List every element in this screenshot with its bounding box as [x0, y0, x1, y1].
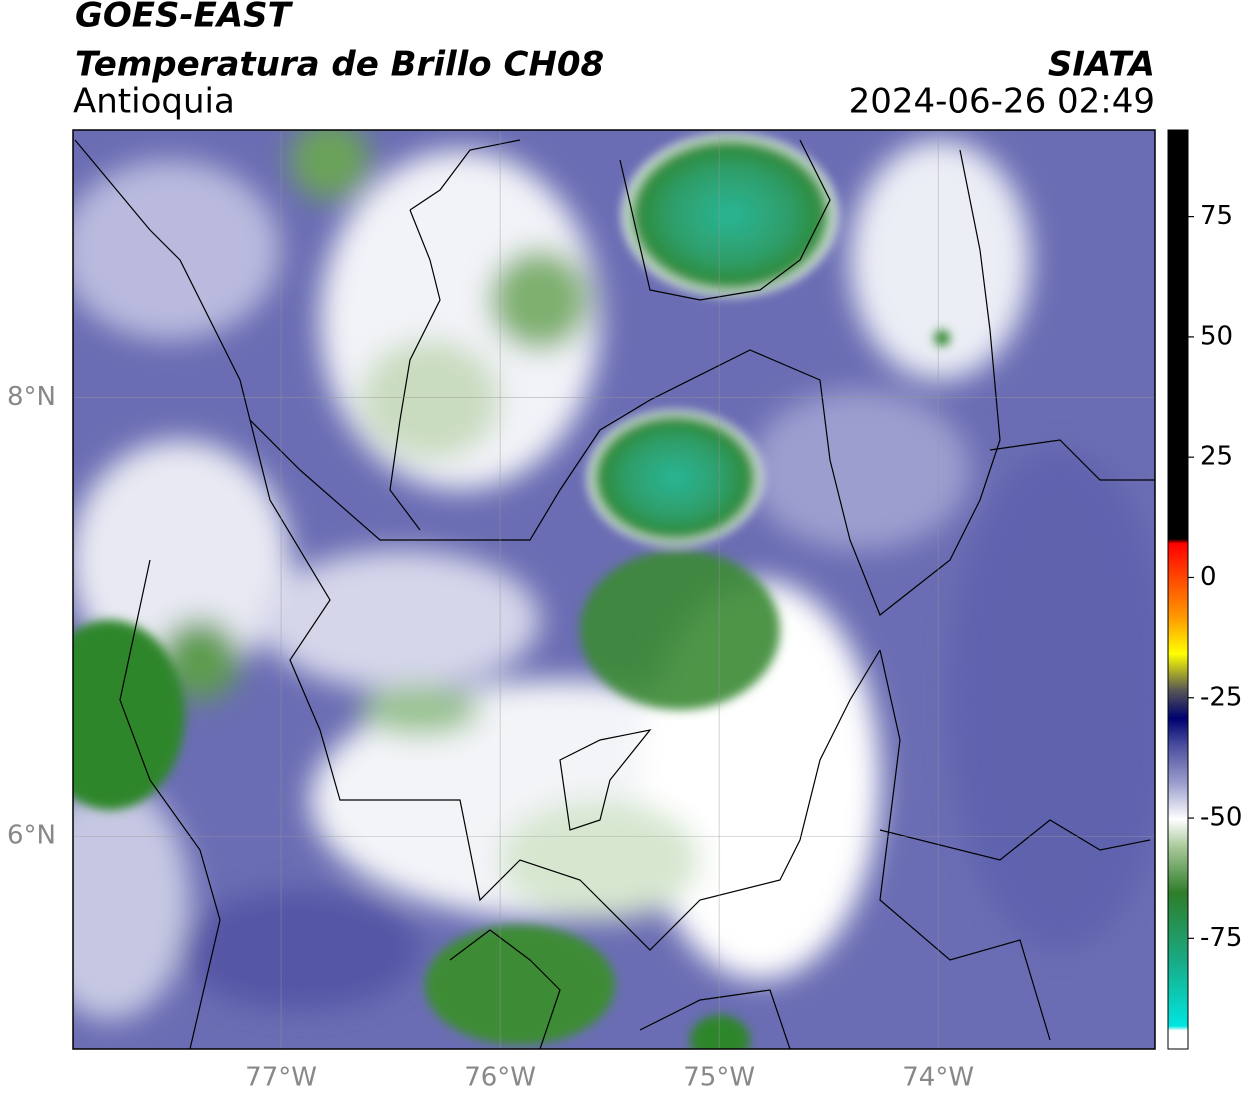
source: SIATA — [1048, 45, 1155, 85]
graticule — [73, 130, 1155, 1049]
timestamp: 2024-06-26 02:49 — [849, 82, 1155, 122]
x-tick-label: 77°W — [245, 1063, 317, 1093]
y-tick-label: 8°N — [7, 382, 56, 412]
subtitle: Temperatura de Brillo CH08 — [75, 45, 604, 85]
satellite-image — [73, 130, 1155, 1049]
colorbar — [1167, 129, 1189, 1050]
region: Antioquia — [73, 82, 235, 122]
colorbar-tick-label: 75 — [1200, 201, 1233, 231]
colorbar-tick-label: -50 — [1200, 803, 1242, 833]
colorbar-tick-label: 25 — [1200, 442, 1233, 472]
x-tick-label: 75°W — [683, 1063, 755, 1093]
title: GOES-EAST — [75, 0, 294, 36]
y-tick-label: 6°N — [7, 821, 56, 851]
colorbar-tick-label: 0 — [1200, 562, 1217, 592]
x-tick-label: 76°W — [464, 1063, 536, 1093]
x-tick-label: 74°W — [902, 1063, 974, 1093]
colorbar-tick-label: 50 — [1200, 321, 1233, 351]
colorbar-tick-label: -75 — [1200, 923, 1242, 953]
map-frame — [72, 129, 1156, 1050]
colorbar-tick-label: -25 — [1200, 682, 1242, 712]
